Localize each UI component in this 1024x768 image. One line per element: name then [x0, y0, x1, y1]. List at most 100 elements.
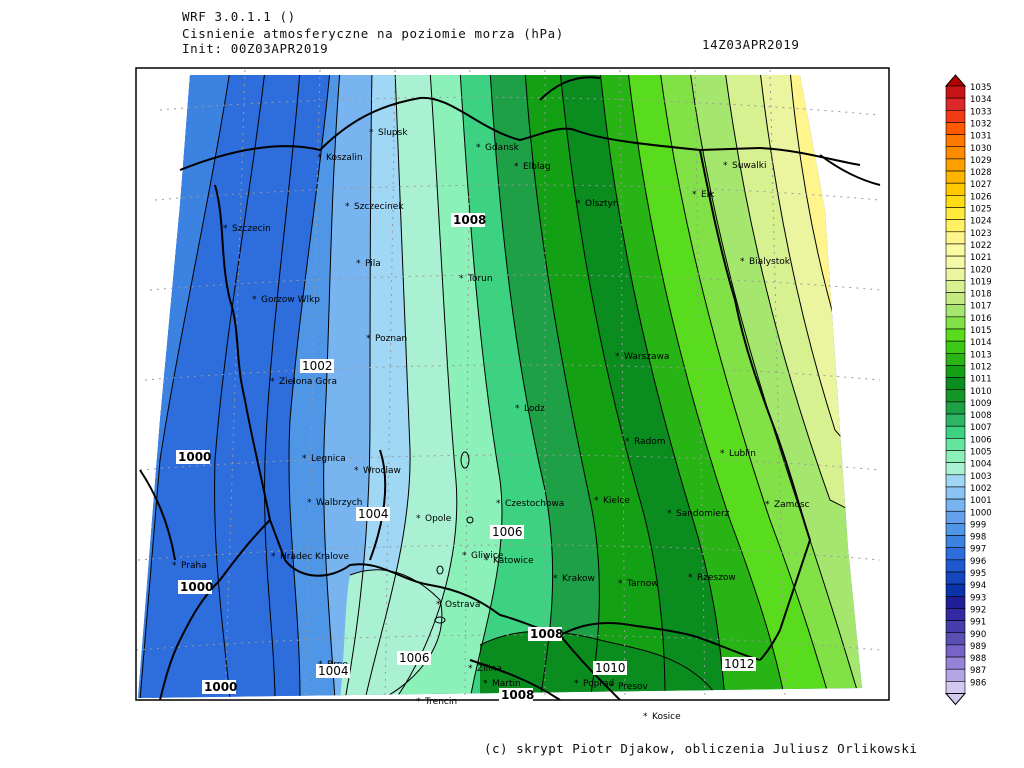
- city-label: Gorzow Wlkp: [261, 295, 320, 305]
- legend-label: 992: [970, 605, 986, 615]
- city-label: Kielce: [603, 496, 630, 506]
- city-marker: *: [416, 697, 421, 707]
- city-label: Lodz: [524, 404, 545, 414]
- legend-swatch: [945, 425, 966, 439]
- legend-label: 1010: [970, 387, 992, 397]
- city-marker: *: [615, 352, 620, 362]
- svg-text:1008: 1008: [530, 627, 563, 641]
- svg-text:1012: 1012: [724, 657, 755, 671]
- city-label: Elk: [701, 190, 715, 200]
- city-label: Gliwice: [471, 551, 504, 561]
- city-marker: *: [468, 664, 473, 674]
- legend-swatch: [945, 207, 966, 220]
- city-elblag: * Elblag: [514, 162, 551, 172]
- city-label: Krakow: [562, 574, 595, 584]
- legend-label: 1005: [970, 448, 992, 458]
- city-kielce: * Kielce: [594, 496, 630, 506]
- legend-label: 1001: [970, 496, 992, 506]
- legend-top-arrow: [944, 74, 967, 87]
- city-wroclaw: * Wroclaw: [354, 466, 401, 476]
- legend-label: 1003: [970, 472, 992, 482]
- legend-label: 1007: [970, 423, 992, 433]
- city-marker: *: [514, 162, 519, 172]
- city-label: Slupsk: [378, 128, 408, 138]
- city-sandomierz: * Sandomierz: [667, 509, 730, 519]
- legend-swatch: [945, 182, 966, 196]
- svg-text:1000: 1000: [180, 580, 213, 594]
- city-label: Poznan: [375, 334, 407, 344]
- city-marker: *: [553, 574, 558, 584]
- legend-label: 1006: [970, 435, 992, 445]
- lakes: [434, 451, 474, 624]
- legend-swatch: [945, 571, 966, 585]
- legend-swatch: [945, 389, 966, 403]
- legend-label: 991: [970, 618, 986, 628]
- legend-swatch: [945, 438, 966, 451]
- city-zamosc: * Zamosc: [765, 500, 810, 510]
- city-label: Gdansk: [485, 143, 520, 153]
- legend-swatch: [945, 547, 966, 561]
- city-label: Presov: [618, 682, 649, 692]
- legend-swatch: [945, 85, 966, 99]
- city-poprad: * Poprad: [574, 679, 614, 689]
- legend-label: 996: [970, 557, 986, 567]
- city-label: Opole: [425, 514, 452, 524]
- city-label: Walbrzych: [316, 498, 362, 508]
- city-label: Koszalin: [326, 153, 363, 163]
- city-marker: *: [483, 679, 488, 689]
- city-marker: *: [369, 128, 374, 138]
- city-label: Radom: [634, 437, 666, 447]
- legend-swatch: [945, 231, 966, 245]
- legend-label: 1027: [970, 180, 992, 190]
- city-label: Kosice: [652, 712, 681, 722]
- legend-label: 986: [970, 678, 986, 688]
- legend-label: 1026: [970, 192, 992, 202]
- contour-labels: 1008 1002 1000 1004 1006 1000 1008 1010 1006 1004…: [176, 213, 756, 702]
- legend-swatch: [945, 608, 966, 621]
- legend-swatch: [945, 450, 966, 463]
- contour-label: 1006: [490, 525, 524, 539]
- legend-swatch: [945, 401, 966, 415]
- city-katowice: * Katowice: [484, 556, 534, 566]
- legend-label: 1002: [970, 484, 992, 494]
- legend-label: 1022: [970, 241, 992, 251]
- city-label: Szczecin: [232, 224, 271, 234]
- city-gorzow-wlkp: * Gorzow Wlkp: [252, 295, 320, 305]
- city-zielona-gora: * Zielona Gora: [270, 377, 337, 387]
- legend-label: 1031: [970, 132, 992, 142]
- legend-label: 1014: [970, 338, 992, 348]
- legend-label: 1023: [970, 229, 992, 239]
- city-koszalin: * Koszalin: [317, 153, 363, 163]
- city-label: Lublin: [729, 449, 756, 459]
- city-label: Szczecinek: [354, 202, 404, 212]
- svg-text:1000: 1000: [178, 450, 211, 464]
- city-opole: * Opole: [416, 514, 452, 524]
- svg-text:1010: 1010: [595, 661, 626, 675]
- model-title: WRF 3.0.1.1 (): [182, 9, 296, 24]
- legend-swatch: [945, 122, 966, 135]
- city-warszawa: * Warszawa: [615, 352, 669, 362]
- svg-text:1004: 1004: [318, 664, 349, 678]
- city-marker: *: [345, 202, 350, 212]
- city-label: Wroclaw: [363, 466, 401, 476]
- legend-label: 993: [970, 593, 986, 603]
- city-marker: *: [436, 600, 441, 610]
- legend-label: 1033: [970, 107, 992, 117]
- legend-bottom-arrow: [944, 693, 967, 706]
- contour-label: 1012: [722, 657, 756, 671]
- legend-label: 995: [970, 569, 986, 579]
- city-marker: *: [223, 224, 228, 234]
- contour-label: 1000: [176, 450, 211, 464]
- city-label: Rzeszow: [697, 573, 736, 583]
- contour-label: 1004: [356, 507, 390, 521]
- city-marker: *: [354, 466, 359, 476]
- legend-label: 990: [970, 630, 986, 640]
- legend-label: 1009: [970, 399, 992, 409]
- legend-swatch: [945, 559, 966, 573]
- city-label: Warszawa: [624, 352, 669, 362]
- city-label: Katowice: [493, 556, 534, 566]
- legend-swatch: [945, 656, 966, 670]
- legend-swatch: [945, 255, 966, 269]
- legend-swatch: [945, 620, 966, 634]
